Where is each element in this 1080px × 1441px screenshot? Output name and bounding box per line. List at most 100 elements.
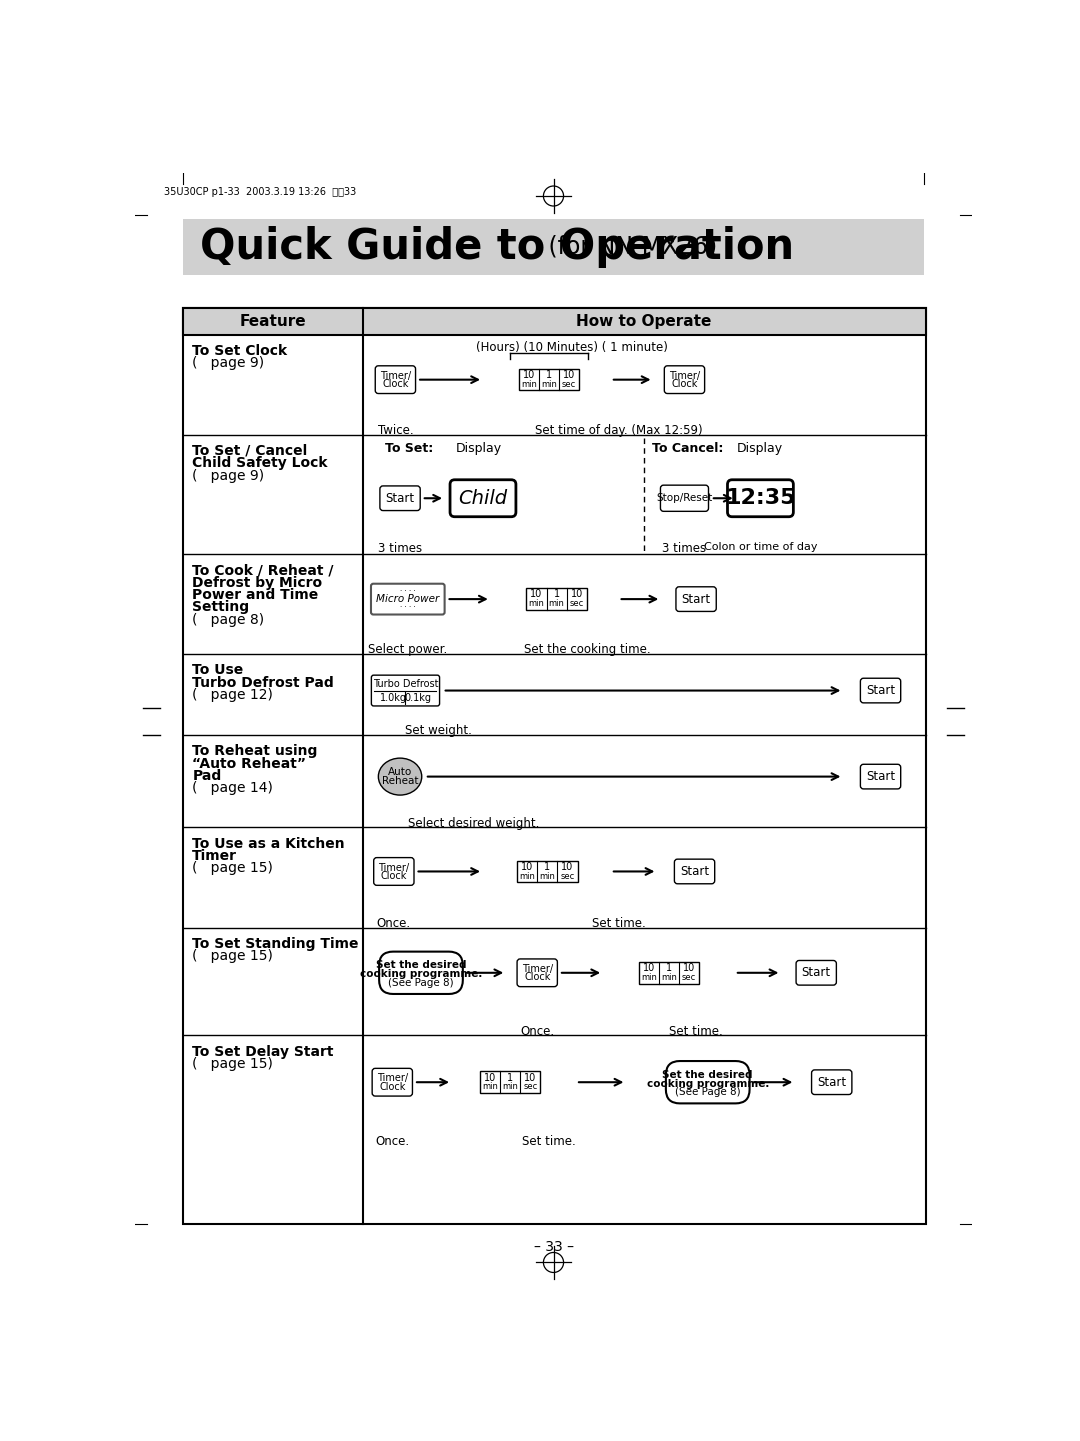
Text: cooking programme.: cooking programme.: [647, 1079, 769, 1089]
Text: To Set Clock: To Set Clock: [192, 344, 287, 357]
Text: min: min: [539, 872, 555, 880]
Text: Once.: Once.: [375, 1134, 409, 1147]
Text: Timer/: Timer/: [522, 964, 553, 974]
FancyBboxPatch shape: [372, 584, 445, 614]
Text: Set time of day. (Max 12:59): Set time of day. (Max 12:59): [535, 424, 702, 437]
Text: Set weight.: Set weight.: [405, 725, 472, 738]
Text: 1: 1: [554, 589, 559, 599]
Text: Set the desired: Set the desired: [662, 1069, 753, 1079]
Text: sec: sec: [523, 1082, 538, 1091]
Bar: [183, 308, 926, 334]
Text: To Cook / Reheat /: To Cook / Reheat /: [192, 563, 334, 578]
FancyBboxPatch shape: [517, 958, 557, 987]
Text: Twice.: Twice.: [378, 424, 414, 437]
Text: 3 times: 3 times: [662, 542, 706, 555]
Text: Start: Start: [386, 491, 415, 504]
FancyBboxPatch shape: [450, 480, 516, 517]
Text: Quick Guide to Operation: Quick Guide to Operation: [200, 226, 794, 268]
Text: Timer/: Timer/: [377, 1074, 408, 1084]
Text: Once.: Once.: [521, 1025, 554, 1038]
FancyBboxPatch shape: [666, 1061, 750, 1104]
Text: 10: 10: [643, 963, 654, 973]
Text: Setting: Setting: [192, 601, 249, 614]
FancyBboxPatch shape: [728, 480, 794, 517]
Text: – 33 –: – 33 –: [534, 1241, 573, 1254]
Text: min: min: [541, 380, 557, 389]
Text: (for NN-MX26): (for NN-MX26): [541, 235, 717, 259]
FancyBboxPatch shape: [861, 679, 901, 703]
Text: · · · ·: · · · ·: [400, 588, 416, 595]
Text: 10: 10: [521, 862, 534, 872]
Text: (   page 9): ( page 9): [192, 468, 265, 483]
Text: To Set / Cancel: To Set / Cancel: [192, 444, 308, 458]
Text: Stop/Reset: Stop/Reset: [657, 493, 713, 503]
Text: 10: 10: [484, 1072, 496, 1082]
Text: 1: 1: [507, 1072, 513, 1082]
Text: Colon or time of day: Colon or time of day: [704, 542, 818, 552]
Text: (   page 8): ( page 8): [192, 612, 265, 627]
Text: Child: Child: [458, 488, 508, 507]
Text: 10: 10: [530, 589, 542, 599]
Text: Set the cooking time.: Set the cooking time.: [524, 643, 651, 657]
FancyBboxPatch shape: [374, 857, 414, 885]
Text: To Set:: To Set:: [384, 442, 433, 455]
Text: Timer: Timer: [192, 849, 238, 863]
FancyBboxPatch shape: [379, 951, 463, 994]
Text: (Hours) (10 Minutes) ( 1 minute): (Hours) (10 Minutes) ( 1 minute): [476, 340, 669, 354]
Text: 1.0kg: 1.0kg: [379, 693, 406, 703]
Text: Start: Start: [818, 1076, 847, 1089]
Text: 3 times: 3 times: [378, 542, 422, 555]
Text: Start: Start: [680, 865, 710, 878]
Text: Clock: Clock: [380, 870, 407, 880]
FancyBboxPatch shape: [861, 764, 901, 788]
Bar: [526, 588, 586, 610]
Text: Defrost by Micro: Defrost by Micro: [192, 575, 323, 589]
Text: Set time.: Set time.: [522, 1134, 576, 1147]
Text: “Auto Reheat”: “Auto Reheat”: [192, 757, 307, 771]
Text: cooking programme.: cooking programme.: [360, 970, 482, 980]
Text: sec: sec: [681, 973, 697, 981]
Text: Timer/: Timer/: [669, 370, 700, 380]
Text: 1: 1: [666, 963, 672, 973]
Text: 0.1kg: 0.1kg: [404, 693, 431, 703]
Text: 1: 1: [545, 370, 552, 380]
Text: Select desired weight.: Select desired weight.: [408, 817, 539, 830]
Text: sec: sec: [561, 872, 575, 880]
Text: sec: sec: [569, 599, 584, 608]
Text: Set the desired: Set the desired: [376, 960, 467, 970]
Text: min: min: [549, 599, 565, 608]
Text: Once.: Once.: [377, 916, 410, 929]
Text: Auto: Auto: [388, 767, 413, 777]
Text: 1: 1: [544, 862, 551, 872]
Text: (   page 12): ( page 12): [192, 687, 273, 702]
FancyBboxPatch shape: [372, 676, 440, 706]
Bar: [183, 308, 926, 1223]
Bar: [638, 963, 699, 984]
Text: Select power.: Select power.: [368, 643, 447, 657]
Text: 10: 10: [524, 1072, 537, 1082]
Bar: [183, 219, 924, 275]
Text: Timer/: Timer/: [380, 370, 411, 380]
FancyBboxPatch shape: [676, 586, 716, 611]
Bar: [518, 369, 579, 391]
Text: (See Page 8): (See Page 8): [388, 978, 454, 989]
FancyBboxPatch shape: [375, 366, 416, 393]
Text: Clock: Clock: [379, 1082, 405, 1092]
Text: To Use: To Use: [192, 663, 244, 677]
Text: min: min: [661, 973, 677, 981]
Text: Micro Power: Micro Power: [376, 594, 440, 604]
Text: Child Safety Lock: Child Safety Lock: [192, 457, 328, 470]
Text: Start: Start: [866, 769, 895, 782]
FancyBboxPatch shape: [674, 859, 715, 883]
FancyBboxPatch shape: [380, 486, 420, 510]
Text: Clock: Clock: [672, 379, 698, 389]
Text: Turbo Defrost Pad: Turbo Defrost Pad: [192, 676, 334, 690]
Text: To Use as a Kitchen: To Use as a Kitchen: [192, 837, 345, 850]
Text: Display: Display: [738, 442, 783, 455]
Text: Feature: Feature: [240, 314, 307, 329]
Bar: [480, 1072, 540, 1092]
Text: 10: 10: [683, 963, 696, 973]
Text: 10: 10: [570, 589, 583, 599]
Text: Start: Start: [681, 592, 711, 605]
FancyBboxPatch shape: [664, 366, 704, 393]
